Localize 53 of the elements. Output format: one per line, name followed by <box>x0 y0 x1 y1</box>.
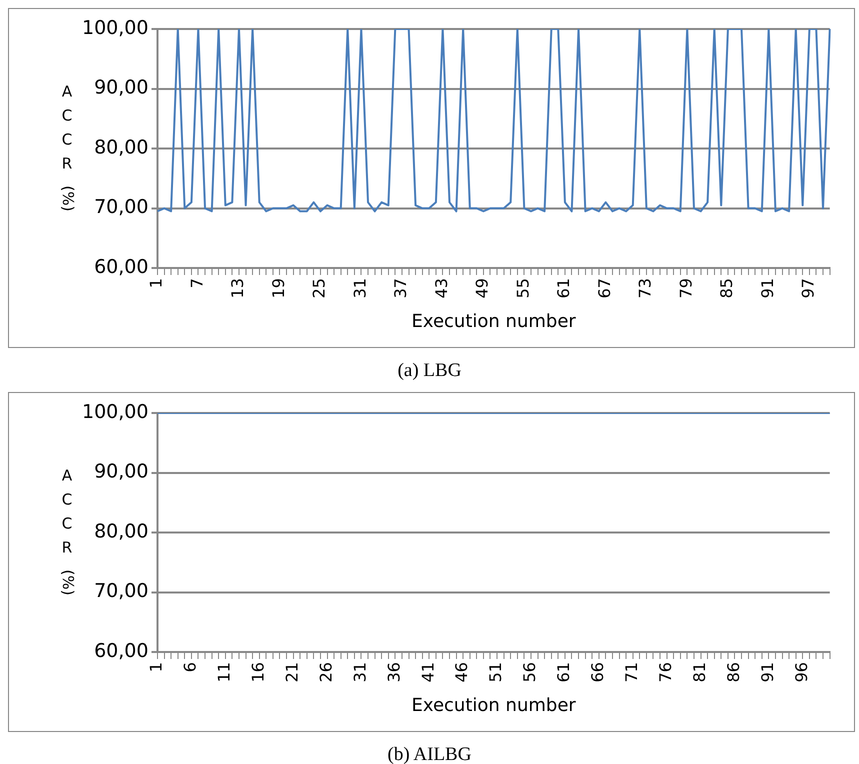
x-tick-label: 79 <box>676 278 696 298</box>
x-tick-label: 71 <box>622 662 642 682</box>
y-axis-title: ACCR (%) <box>59 82 78 212</box>
x-tick-label: 19 <box>268 278 288 298</box>
y-tick-label: 70,00 <box>94 580 148 602</box>
y-tick-label: 60,00 <box>94 256 148 278</box>
x-tick-label: 11 <box>214 662 234 682</box>
x-axis-title: Execution number <box>411 694 576 716</box>
x-tick-label: 55 <box>513 278 532 298</box>
x-tick-label: 91 <box>758 278 777 298</box>
x-tick-label: 67 <box>594 278 614 298</box>
x-tick-label: 51 <box>486 662 506 682</box>
x-tick-label: 41 <box>418 662 438 682</box>
y-tick-label: 60,00 <box>94 640 148 662</box>
text: (b) AILBG <box>386 744 472 764</box>
x-tick-label: 13 <box>228 278 248 298</box>
x-tick-label: 85 <box>717 278 736 298</box>
text: (a) LBG <box>396 360 462 382</box>
y-tick-label: 90,00 <box>94 76 148 99</box>
y-tick-label: 70,00 <box>94 196 148 218</box>
x-axis-title: Execution number <box>411 310 576 332</box>
x-tick-label: 21 <box>282 662 302 682</box>
x-tick-label: 76 <box>656 662 675 682</box>
x-tick-label: 36 <box>384 662 404 682</box>
x-tick-label: 43 <box>432 278 451 298</box>
y-tick-label: 80,00 <box>94 136 148 158</box>
x-tick-label: 25 <box>310 278 329 298</box>
x-tick-label: 96 <box>792 662 811 682</box>
x-tick-label: 61 <box>554 662 574 682</box>
x-tick-label: 31 <box>350 662 370 682</box>
x-tick-label: 97 <box>798 278 818 298</box>
y-tick-label: 100,00 <box>82 400 148 423</box>
x-tick-label: 16 <box>248 662 268 682</box>
x-tick-label: 73 <box>636 278 655 298</box>
x-tick-label: 49 <box>472 278 492 298</box>
y-tick-label: 90,00 <box>94 460 148 483</box>
y-axis-title: ACCR (%) <box>59 466 78 596</box>
x-tick-label: 6 <box>180 662 200 672</box>
y-tick-label: 100,00 <box>82 16 148 39</box>
x-tick-label: 7 <box>187 278 206 288</box>
x-tick-label: 56 <box>520 662 540 682</box>
x-tick-label: 37 <box>391 278 410 298</box>
x-tick-label: 46 <box>452 662 472 682</box>
x-tick-label: 66 <box>588 662 608 682</box>
x-tick-label: 31 <box>350 278 370 298</box>
x-tick-label: 91 <box>758 662 777 682</box>
x-tick-label: 81 <box>690 662 709 682</box>
x-tick-label: 1 <box>146 278 166 288</box>
x-tick-label: 61 <box>554 278 574 298</box>
y-tick-label: 80,00 <box>94 520 148 542</box>
x-tick-label: 86 <box>724 662 743 682</box>
x-tick-label: 26 <box>316 662 336 682</box>
x-tick-label: 1 <box>146 662 166 672</box>
